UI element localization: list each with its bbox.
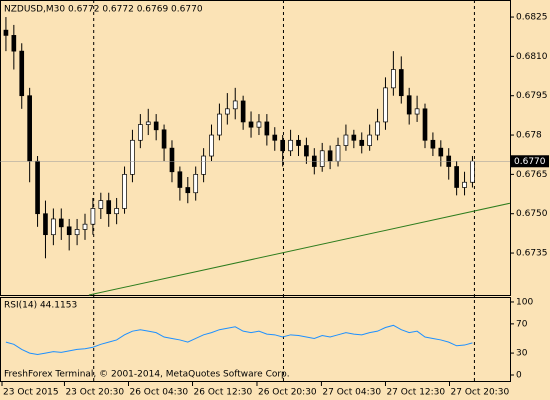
candle-body: [193, 174, 199, 194]
candle-body: [201, 155, 206, 175]
y-tick-label: 0.6735: [516, 249, 548, 259]
rsi-line: [5, 324, 473, 356]
x-tick-label: 23 Oct 2015: [3, 388, 59, 398]
candle-body: [383, 87, 388, 123]
candle-body: [3, 29, 9, 36]
x-tick-label: 23 Oct 20:30: [65, 388, 124, 398]
candle-body: [288, 139, 293, 152]
x-tick-label: 27 Oct 04:30: [322, 388, 381, 398]
rsi-y-tick-label: 100: [516, 297, 533, 307]
candle-body: [177, 171, 183, 188]
candle-body: [145, 121, 151, 125]
chart-title: NZDUSD,M30 0.6772 0.6772 0.6769 0.6770: [4, 5, 203, 15]
candle-body: [240, 100, 246, 123]
candle-body: [470, 160, 475, 183]
candle-body: [58, 218, 64, 228]
candle-body: [438, 147, 444, 157]
y-tick-label: 0.6825: [516, 13, 548, 23]
candle-body: [280, 139, 286, 152]
candle-body: [217, 113, 222, 136]
candle-body: [11, 35, 17, 52]
candle-body: [27, 95, 32, 162]
candle-body: [19, 50, 25, 97]
candle-body: [98, 200, 104, 209]
footer: FreshForex Terminal, © 2001-2014, MetaQu…: [4, 370, 290, 380]
trendline: [88, 202, 511, 296]
candle-body: [90, 208, 96, 225]
x-tick-label: 26 Oct 20:30: [258, 388, 317, 398]
candle-body: [82, 223, 88, 230]
candle-body: [454, 166, 459, 188]
candle-body: [351, 134, 357, 141]
x-tick-label: 27 Oct 20:30: [451, 388, 510, 398]
candle-body: [51, 218, 56, 236]
rsi-frame: [0, 297, 511, 382]
x-tick-label: 26 Oct 04:30: [129, 388, 188, 398]
main-frame: [0, 0, 511, 296]
candle-body: [422, 108, 428, 141]
candle-body: [375, 121, 380, 136]
candle-body: [343, 134, 349, 146]
y-tick-label: 0.678: [516, 131, 542, 141]
candle-body: [66, 226, 72, 236]
x-tick-label: 26 Oct 12:30: [194, 388, 253, 398]
candle-body: [398, 69, 404, 97]
candle-body: [209, 134, 214, 157]
candle-body: [138, 124, 143, 141]
y-tick-label: 0.6810: [516, 52, 548, 62]
candle-body: [296, 139, 301, 146]
candle-body: [414, 108, 420, 115]
candle-body: [74, 229, 80, 236]
candle-body: [35, 160, 40, 215]
candle-body: [106, 200, 112, 215]
candle-body: [224, 108, 230, 115]
candle-body: [406, 95, 412, 115]
candle-body: [335, 145, 341, 162]
x-tick-label: 27 Oct 12:30: [386, 388, 445, 398]
rsi-label: RSI(14) 44.1153: [4, 301, 77, 311]
current-price-label: 0.6770: [514, 157, 546, 167]
candle-body: [462, 181, 467, 188]
rsi-y-tick-label: 70: [516, 319, 528, 329]
candle-body: [114, 208, 119, 215]
candle-body: [161, 129, 167, 149]
candle-body: [185, 187, 191, 194]
y-tick-label: 0.6750: [516, 209, 548, 219]
rsi-y-tick-label: 30: [516, 349, 528, 359]
candle-body: [169, 147, 175, 173]
candle-body: [391, 69, 396, 89]
candle-body: [248, 121, 254, 128]
candle-body: [359, 139, 365, 146]
candle-body: [122, 174, 127, 209]
candle-body: [272, 134, 278, 141]
candle-body: [153, 121, 159, 131]
candle-body: [367, 134, 372, 146]
candle-body: [327, 150, 333, 162]
candle-body: [264, 121, 270, 136]
candle-body: [304, 145, 309, 157]
current-price-box: [511, 155, 549, 168]
candle-body: [256, 121, 262, 128]
candle-body: [232, 100, 238, 110]
candle-body: [130, 139, 135, 175]
candle-body: [430, 139, 436, 149]
candle-body: [319, 150, 325, 167]
y-tick-label: 0.6765: [516, 170, 548, 180]
y-tick-label: 0.6795: [516, 91, 548, 101]
candle-body: [43, 213, 48, 236]
rsi-y-tick-label: 0: [516, 370, 522, 380]
